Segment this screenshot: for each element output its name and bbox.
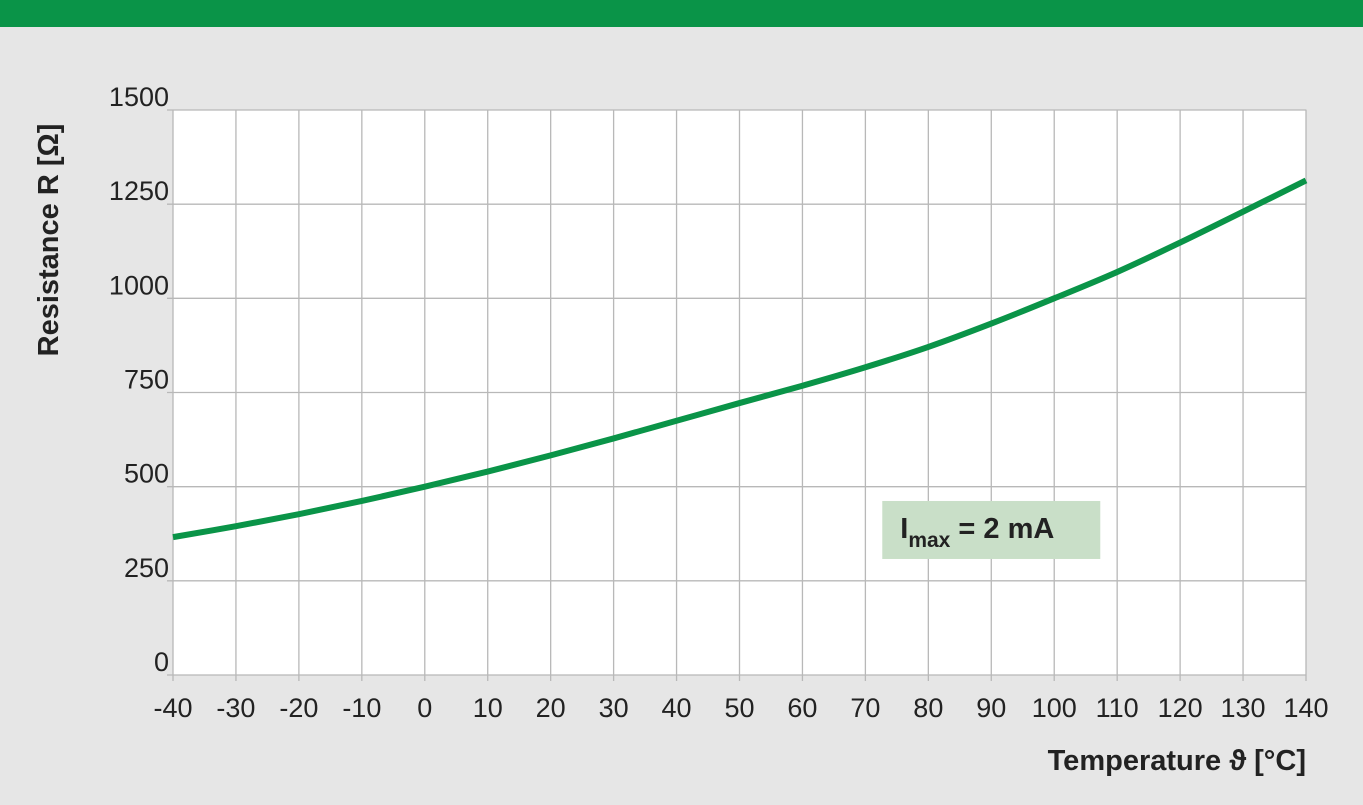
x-tick-label: 40 — [662, 693, 692, 723]
x-tick-label: -10 — [342, 693, 381, 723]
annotation-subscript: max — [908, 529, 950, 552]
annotation-box — [882, 500, 1101, 559]
x-tick-label: 30 — [599, 693, 629, 723]
y-tick-label: 500 — [124, 459, 169, 489]
y-axis-label: Resistance R [Ω] — [33, 124, 65, 357]
x-tick-label: 100 — [1032, 693, 1077, 723]
annotation-text: Imax = 2 mA — [900, 513, 1054, 552]
x-tick-label: -20 — [279, 693, 318, 723]
tick-labels: -40 -30 -20 -10 0 10 20 30 40 50 60 70 80 90 100 110 120… — [109, 82, 1329, 723]
y-tick-label: 1250 — [109, 176, 169, 206]
series-layer — [172, 177, 1308, 541]
y-tick-label: 1000 — [109, 270, 169, 300]
x-tick-label: 120 — [1158, 693, 1203, 723]
x-axis-label: Temperature ϑ [°C] — [1048, 745, 1306, 777]
x-tick-label: -30 — [216, 693, 255, 723]
y-tick-label: 750 — [124, 365, 169, 395]
x-tick-label: 90 — [976, 693, 1006, 723]
x-tick-label: 50 — [724, 693, 754, 723]
y-tick-label: 1500 — [109, 82, 169, 112]
x-tick-label: 110 — [1096, 693, 1139, 723]
top-accent-bar — [0, 0, 1363, 27]
current-annotation: Imax = 2 mA — [882, 500, 1101, 559]
grid — [167, 109, 1307, 681]
resistance-curve — [172, 177, 1308, 541]
y-tick-label: 250 — [124, 553, 169, 583]
x-tick-label: 60 — [787, 693, 817, 723]
x-tick-label: -40 — [153, 693, 192, 723]
y-tick-label: 0 — [154, 647, 169, 677]
x-tick-label: 20 — [536, 693, 566, 723]
x-tick-label: 10 — [473, 693, 503, 723]
annotation-rest: = 2 mA — [950, 513, 1054, 545]
annotation-main: I — [900, 513, 908, 545]
x-tick-label: 140 — [1283, 693, 1328, 723]
x-tick-label: 70 — [850, 693, 880, 723]
x-tick-label: 130 — [1221, 693, 1266, 723]
x-tick-label: 80 — [913, 693, 943, 723]
x-tick-label: 0 — [417, 693, 432, 723]
